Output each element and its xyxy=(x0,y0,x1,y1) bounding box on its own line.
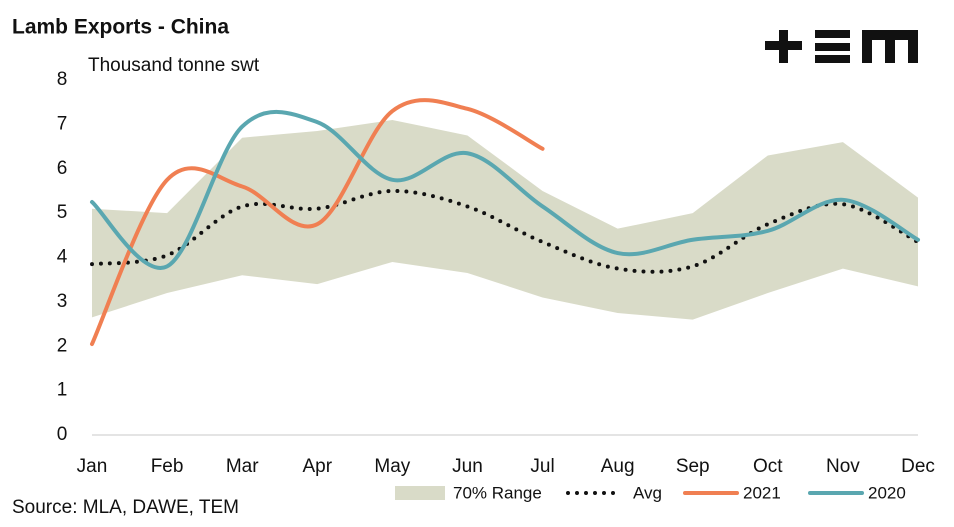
y-axis-label: Thousand tonne swt xyxy=(88,55,260,76)
x-tick-label: Dec xyxy=(901,456,935,477)
legend-swatch xyxy=(395,486,445,500)
y-tick-label: 8 xyxy=(57,69,68,90)
x-tick-label: Oct xyxy=(753,456,783,477)
y-tick-label: 4 xyxy=(57,247,68,268)
chart-title: Lamb Exports - China xyxy=(12,16,229,39)
x-tick-label: Sep xyxy=(676,456,710,477)
y-tick-label: 3 xyxy=(57,291,68,312)
y-tick-label: 6 xyxy=(57,158,68,179)
y-tick-label: 2 xyxy=(57,335,68,356)
x-tick-label: May xyxy=(374,456,410,477)
x-tick-label: Aug xyxy=(601,456,635,477)
y-tick-label: 7 xyxy=(57,113,68,134)
series-line xyxy=(90,188,920,274)
x-tick-label: Nov xyxy=(826,456,860,477)
x-tick-label: Feb xyxy=(151,456,184,477)
x-tick-label: Mar xyxy=(226,456,259,477)
y-tick-label: 5 xyxy=(57,202,68,223)
legend-label: 70% Range xyxy=(453,483,542,502)
series-line xyxy=(90,110,920,270)
series-line xyxy=(90,98,545,347)
source: Source: MLA, DAWE, TEM xyxy=(12,497,239,518)
x-tick-label: Apr xyxy=(302,456,332,477)
legend-label: 2021 xyxy=(743,483,781,502)
legend-label: 2020 xyxy=(868,483,906,502)
x-tick-label: Jun xyxy=(452,456,483,477)
x-tick-label: Jan xyxy=(77,456,108,477)
legend-label: Avg xyxy=(633,483,662,502)
logo xyxy=(765,30,918,63)
y-tick-label: 1 xyxy=(57,380,68,401)
y-tick-label: 0 xyxy=(57,424,68,445)
x-tick-label: Jul xyxy=(530,456,554,477)
range-band xyxy=(92,119,918,320)
